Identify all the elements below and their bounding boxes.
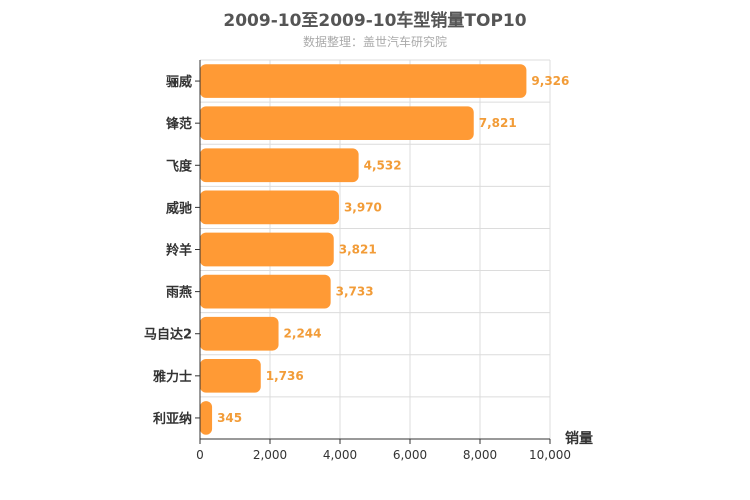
category-label: 利亚纳 <box>153 411 192 427</box>
data-label: 3,821 <box>339 243 377 257</box>
bar <box>200 190 339 225</box>
chart-subtitle: 数据整理：盖世汽车研究院 <box>302 35 447 49</box>
category-label: 威驰 <box>166 200 192 216</box>
labels-group: 9,326 骊威 7,821 锋范 4,532 飞度 3,970 威驰 3,821 羚羊 3,733… <box>144 74 593 462</box>
bars-group <box>200 64 527 435</box>
x-tick-label: 8,000 <box>463 448 497 462</box>
data-label: 1,736 <box>266 369 304 383</box>
x-tick-label: 2,000 <box>253 448 287 462</box>
x-tick-label: 0 <box>196 448 204 462</box>
bar <box>200 106 474 141</box>
category-label: 飞度 <box>166 158 193 174</box>
bar <box>200 316 279 351</box>
data-label: 3,733 <box>336 285 374 299</box>
x-tick-label: 10,000 <box>529 448 571 462</box>
bar <box>200 64 527 98</box>
axes-group <box>195 60 551 444</box>
category-label: 马自达2 <box>144 327 192 343</box>
category-label: 骊威 <box>166 74 192 90</box>
data-label: 9,326 <box>531 74 569 88</box>
chart-title: 2009-10至2009-10车型销量TOP10 <box>223 11 527 31</box>
bar <box>200 401 213 435</box>
value-axis-label: 销量 <box>565 430 593 447</box>
bar <box>200 274 331 309</box>
bar <box>200 148 359 183</box>
data-label: 3,970 <box>344 200 382 214</box>
x-tick-label: 6,000 <box>393 448 427 462</box>
data-label: 4,532 <box>364 158 402 172</box>
bar <box>200 232 334 267</box>
data-label: 7,821 <box>479 116 517 130</box>
category-label: 锋范 <box>166 116 192 132</box>
category-label: 雅力士 <box>153 369 192 385</box>
bar <box>200 358 261 393</box>
data-label: 2,244 <box>284 327 322 341</box>
data-label: 345 <box>217 411 242 425</box>
x-tick-label: 4,000 <box>323 448 357 462</box>
category-label: 羚羊 <box>166 243 192 259</box>
category-label: 雨燕 <box>166 285 192 301</box>
